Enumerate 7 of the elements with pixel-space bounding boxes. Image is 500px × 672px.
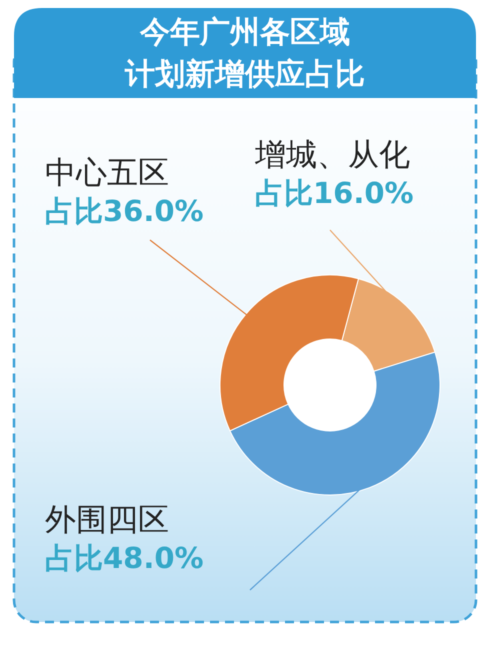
data-label: 占比48.0%: [45, 541, 204, 575]
chart-title: 今年广州各区域计划新增供应占比: [124, 15, 365, 92]
slice-label: 增城、从化: [254, 137, 410, 173]
slice-label: 中心五区: [45, 155, 169, 191]
data-label: 占比36.0%: [45, 194, 204, 228]
slice-label: 外围四区: [45, 502, 169, 538]
data-label: 占比16.0%: [255, 176, 414, 210]
